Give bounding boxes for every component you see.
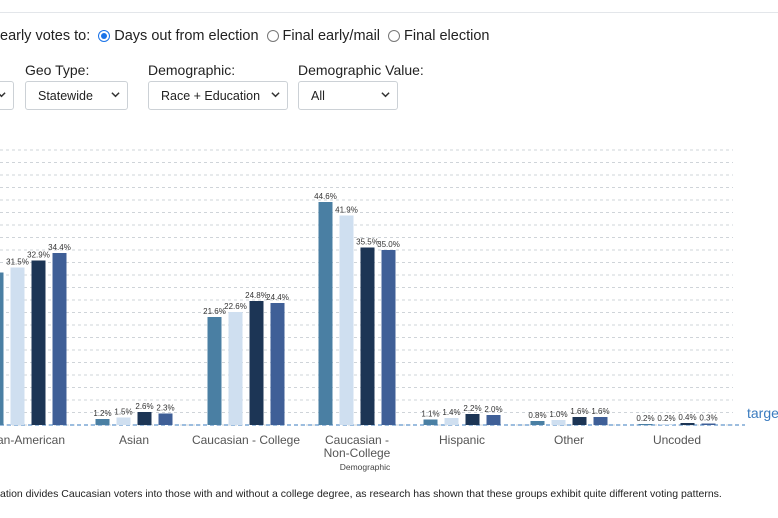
- bar[interactable]: [95, 419, 110, 425]
- bar-value-label: 34.4%: [48, 243, 71, 252]
- bar[interactable]: [339, 215, 354, 426]
- bar[interactable]: [572, 417, 587, 425]
- bar[interactable]: [52, 253, 67, 425]
- category-tick-label: Caucasian - College: [192, 433, 300, 447]
- bar-value-label: 0.3%: [699, 414, 717, 423]
- bar[interactable]: [465, 414, 480, 425]
- chevron-down-icon: [381, 92, 390, 98]
- bar-value-label: 22.6%: [224, 302, 247, 311]
- target-line-label: targe: [747, 405, 778, 421]
- x-axis-title: Demographic: [340, 462, 391, 472]
- bar[interactable]: [207, 317, 222, 425]
- radio-days-out-label: Days out from election: [114, 28, 259, 44]
- demographic-value-select[interactable]: All: [298, 81, 398, 110]
- clipped-select[interactable]: [0, 81, 14, 110]
- bar-value-label: 21.6%: [203, 307, 226, 316]
- geo-type-select[interactable]: Statewide: [25, 81, 128, 110]
- bar-value-label: 0.4%: [678, 413, 696, 422]
- bar[interactable]: [381, 250, 396, 425]
- bar-value-label: 1.6%: [591, 407, 609, 416]
- bar-value-label: 44.6%: [314, 192, 337, 201]
- bar-value-label: 2.3%: [156, 404, 174, 413]
- bar-value-label: 1.0%: [549, 410, 567, 419]
- footnote: ation divides Caucasian voters into thos…: [0, 488, 722, 500]
- category-tick-label: Asian: [119, 433, 149, 447]
- bar-value-label: 1.1%: [421, 410, 439, 419]
- bar[interactable]: [530, 421, 545, 425]
- chevron-down-icon: [271, 92, 280, 98]
- bar[interactable]: [270, 303, 285, 425]
- bar-value-label: 2.0%: [484, 405, 502, 414]
- chart-bars: [0, 202, 716, 425]
- bar[interactable]: [10, 267, 25, 426]
- bar-value-label: 35.5%: [356, 238, 379, 247]
- bar[interactable]: [228, 312, 243, 425]
- bar[interactable]: [638, 424, 653, 425]
- bar-value-label: 0.2%: [657, 414, 675, 423]
- geo-type-value: Statewide: [38, 88, 93, 103]
- category-tick-label: Hispanic: [439, 433, 485, 447]
- demographic-select[interactable]: Race + Education: [148, 81, 288, 110]
- radio-final-early-mail[interactable]: Final early/mail: [266, 28, 381, 44]
- bar-value-label: 2.6%: [135, 402, 153, 411]
- bar-value-label: 0.8%: [528, 411, 546, 420]
- bar[interactable]: [31, 260, 46, 426]
- top-divider: [0, 12, 778, 13]
- category-tick-label: Uncoded: [653, 433, 701, 447]
- geo-type-label: Geo Type:: [25, 62, 90, 78]
- bar[interactable]: [0, 272, 4, 426]
- bar[interactable]: [318, 202, 333, 425]
- radio-final-election-label: Final election: [404, 28, 490, 44]
- chart-value-labels: %31.5%32.9%34.4%1.2%1.5%2.6%2.3%21.6%22.…: [0, 192, 718, 423]
- radio-days-out[interactable]: Days out from election: [98, 28, 259, 44]
- category-tick-label: Other: [554, 433, 584, 447]
- demographic-value: Race + Education: [161, 88, 261, 103]
- chevron-down-icon: [0, 92, 6, 98]
- bar[interactable]: [444, 418, 459, 425]
- radio-final-early-mail-label: Final early/mail: [282, 28, 381, 44]
- bar-value-label: 32.9%: [27, 251, 50, 260]
- comparison-radio-group: early votes to: Days out from election F…: [0, 26, 497, 46]
- category-tick-label: Caucasian -: [325, 433, 389, 447]
- bar-value-label: 24.8%: [245, 291, 268, 300]
- bar[interactable]: [158, 413, 173, 426]
- bar[interactable]: [680, 423, 695, 425]
- chevron-down-icon: [111, 92, 120, 98]
- category-tick-label: can-American: [0, 433, 65, 447]
- bar-value-label: 24.4%: [266, 293, 289, 302]
- radio-group-label: early votes to:: [0, 28, 91, 44]
- bar[interactable]: [593, 417, 608, 425]
- bar-value-label: 1.2%: [93, 409, 111, 418]
- bar[interactable]: [701, 423, 716, 426]
- bar-value-label: 41.9%: [335, 206, 358, 215]
- bar[interactable]: [551, 420, 566, 425]
- bar[interactable]: [423, 419, 438, 426]
- bar-value-label: 31.5%: [6, 258, 29, 267]
- demographic-value-label: Demographic Value:: [298, 62, 424, 78]
- bar[interactable]: [137, 412, 152, 425]
- bar[interactable]: [249, 301, 264, 425]
- bar-value-label: 2.2%: [463, 404, 481, 413]
- chart-category-labels: can-American Asian Caucasian - College Cauc…: [0, 433, 701, 460]
- category-tick-label: Non-College: [324, 446, 391, 460]
- radio-final-election-indicator[interactable]: [388, 30, 401, 42]
- radio-final-election[interactable]: Final election: [388, 28, 489, 44]
- radio-final-early-mail-indicator[interactable]: [266, 30, 279, 42]
- bar[interactable]: [659, 424, 674, 425]
- demographic-label: Demographic:: [148, 62, 236, 78]
- bar-value-label: 1.5%: [114, 408, 132, 417]
- bar-value-label: 1.4%: [442, 408, 460, 417]
- bar[interactable]: [116, 417, 131, 426]
- demographic-value-selected: All: [311, 88, 325, 103]
- bar[interactable]: [486, 415, 501, 425]
- bar-chart: %31.5%32.9%34.4%1.2%1.5%2.6%2.3%21.6%22.…: [0, 149, 778, 472]
- bar-value-label: 0.2%: [636, 414, 654, 423]
- bar[interactable]: [360, 247, 375, 426]
- bar-value-label: 1.6%: [570, 407, 588, 416]
- bar-value-label: 35.0%: [377, 240, 400, 249]
- radio-days-out-indicator[interactable]: [98, 30, 111, 42]
